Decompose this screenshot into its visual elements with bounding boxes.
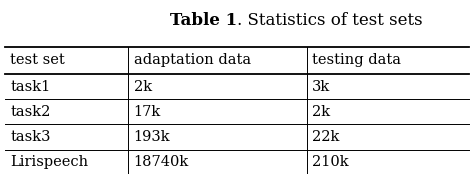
Text: 210k: 210k bbox=[312, 155, 349, 169]
Text: adaptation data: adaptation data bbox=[134, 53, 251, 68]
Text: Lirispeech: Lirispeech bbox=[10, 155, 89, 169]
Text: task1: task1 bbox=[10, 80, 51, 94]
Text: task2: task2 bbox=[10, 105, 51, 119]
Text: 193k: 193k bbox=[134, 130, 170, 144]
Text: 17k: 17k bbox=[134, 105, 161, 119]
Text: . Statistics of test sets: . Statistics of test sets bbox=[237, 12, 423, 29]
Text: task3: task3 bbox=[10, 130, 51, 144]
Text: testing data: testing data bbox=[312, 53, 401, 68]
Text: 2k: 2k bbox=[134, 80, 152, 94]
Text: 2k: 2k bbox=[312, 105, 330, 119]
Text: Table 1: Table 1 bbox=[170, 12, 237, 29]
Text: 3k: 3k bbox=[312, 80, 331, 94]
Text: 22k: 22k bbox=[312, 130, 340, 144]
Text: 18740k: 18740k bbox=[134, 155, 189, 169]
Text: test set: test set bbox=[10, 53, 65, 68]
